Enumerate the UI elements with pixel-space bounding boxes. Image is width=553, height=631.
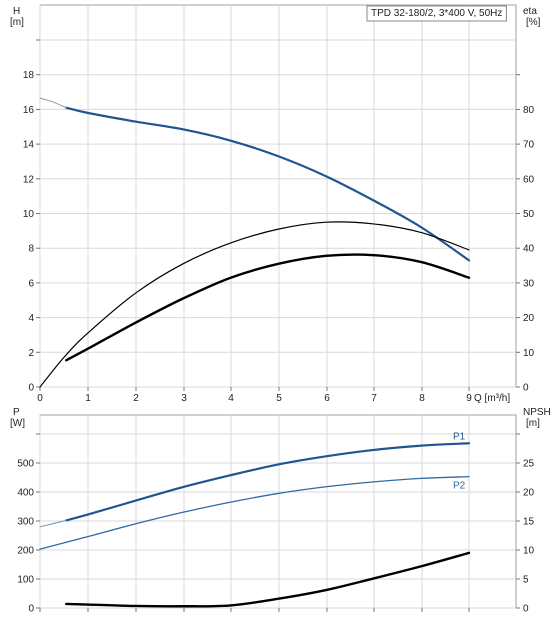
head-eta-plot-y2tick-label-0: 0 (523, 383, 529, 394)
x-tick-label-7: 7 (371, 393, 377, 404)
head-eta-plot-y2tick-label-5: 50 (523, 209, 535, 220)
x-tick-label-2: 2 (133, 393, 139, 404)
eta-curve-thin (39, 221, 470, 388)
head-eta-plot-ytick-label-2: 4 (28, 313, 34, 324)
head-eta-plot-y2tick-label-7: 70 (523, 140, 535, 151)
head-eta-plot-ytick-label-6: 12 (23, 174, 35, 185)
power-npsh-plot-y2tick-label-0: 0 (523, 604, 529, 615)
power-npsh-plot-y2label: NPSH (523, 407, 551, 418)
head-eta-plot-y2tick-label-4: 40 (523, 244, 535, 255)
x-tick-label-0: 0 (37, 393, 43, 404)
x-tick-label-3: 3 (181, 393, 187, 404)
head-eta-plot-ylabel: H (13, 6, 20, 17)
x-axis-title: Q [m³/h] (474, 393, 510, 404)
x-tick-label-5: 5 (276, 393, 282, 404)
p1-curve-extrapolated (39, 519, 67, 528)
head-eta-plot-y2tick-label-2: 20 (523, 313, 535, 324)
head-eta-plot-ytick-label-1: 2 (28, 348, 34, 359)
head-eta-plot-y2tick-label-1: 10 (523, 348, 535, 359)
head-curve-extrapolated (39, 97, 67, 109)
x-tick-label-9: 9 (466, 393, 472, 404)
head-eta-plot-y2label: eta (523, 6, 537, 17)
head-eta-plot-frame (39, 4, 517, 388)
power-npsh-plot-y2tick-label-4: 20 (523, 488, 535, 499)
eta-curve-thick (65, 253, 471, 362)
x-tick-label-1: 1 (85, 393, 91, 404)
head-eta-plot-ytick-label-9: 18 (23, 70, 35, 81)
head-eta-plot-ytick-label-0: 0 (28, 383, 34, 394)
power-npsh-plot-y2tick-label-3: 15 (523, 517, 535, 528)
series-label-p1: P1 (453, 431, 466, 442)
power-npsh-plot-y2label-unit: [m] (526, 418, 540, 429)
chart-title-box (366, 5, 507, 22)
power-npsh-plot-ylabel: P (13, 407, 20, 418)
power-npsh-plot-ytick-label-0: 0 (28, 604, 34, 615)
power-npsh-plot-y2tick-label-2: 10 (523, 546, 535, 557)
head-eta-plot-ytick-label-8: 16 (23, 105, 35, 116)
x-tick-label-4: 4 (228, 393, 234, 404)
x-tick-label-8: 8 (419, 393, 425, 404)
x-tick-label-6: 6 (324, 393, 330, 404)
head-eta-plot-y2tick-label-3: 30 (523, 278, 535, 289)
npsh-curve (65, 551, 471, 608)
head-eta-plot-y2label-unit: [%] (526, 17, 541, 28)
power-npsh-plot-y2tick-label-1: 5 (523, 575, 529, 586)
p1-curve (65, 442, 471, 522)
chart-title: TPD 32-180/2, 3*400 V, 50Hz (371, 8, 502, 19)
power-npsh-plot-ytick-label-1: 100 (17, 575, 34, 586)
head-eta-plot-ytick-label-7: 14 (23, 140, 35, 151)
power-npsh-plot-y2tick-label-5: 25 (523, 459, 535, 470)
head-eta-plot-y2tick-label-6: 60 (523, 174, 535, 185)
head-eta-plot-ylabel-unit: [m] (10, 17, 24, 28)
power-npsh-plot-ytick-label-3: 300 (17, 517, 34, 528)
head-curve (65, 106, 471, 262)
head-eta-plot-ytick-label-3: 6 (28, 278, 34, 289)
series-label-p2: P2 (453, 481, 466, 492)
power-npsh-plot-ylabel-unit: [W] (10, 418, 25, 429)
head-eta-plot-y2tick-label-8: 80 (523, 105, 535, 116)
power-npsh-plot-ytick-label-4: 400 (17, 488, 34, 499)
head-eta-plot-ytick-label-4: 8 (28, 244, 34, 255)
power-npsh-plot-ytick-label-2: 200 (17, 546, 34, 557)
p2-curve (39, 475, 470, 550)
head-eta-plot-ytick-label-5: 10 (23, 209, 35, 220)
power-npsh-plot-ytick-label-5: 500 (17, 459, 34, 470)
